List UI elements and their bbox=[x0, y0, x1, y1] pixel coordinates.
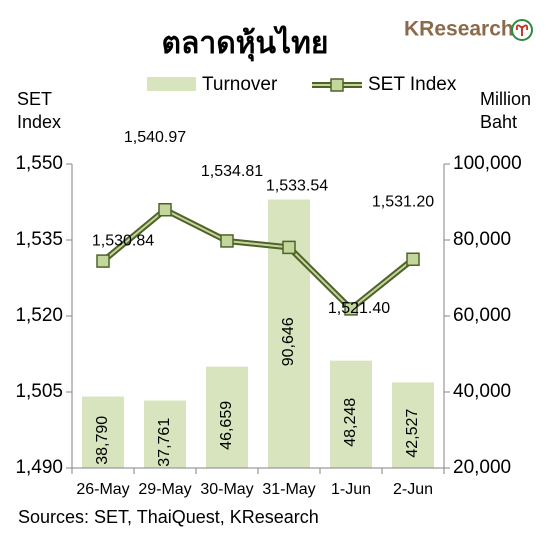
legend-marker bbox=[330, 78, 344, 92]
y-tick-label: 1,520 bbox=[15, 305, 63, 326]
point-value-label: 1,533.54 bbox=[266, 178, 328, 195]
bar-value-label: 37,761 bbox=[156, 418, 173, 467]
bar bbox=[330, 360, 372, 468]
line bbox=[101, 206, 415, 312]
point bbox=[220, 234, 234, 248]
point bbox=[158, 203, 172, 217]
x-tick-label: 31-May bbox=[262, 481, 315, 498]
x-tick-label: 2-Jun bbox=[393, 481, 433, 498]
y2-tick-label: 40,000 bbox=[453, 381, 511, 402]
bar bbox=[82, 396, 124, 468]
point-value-label: 1,530.84 bbox=[92, 232, 154, 249]
x-tick-label: 29-May bbox=[138, 481, 191, 498]
y-tick-label: 1,490 bbox=[15, 457, 63, 478]
y2-tick-label: 20,000 bbox=[453, 457, 511, 478]
bar-value-label: 90,646 bbox=[280, 317, 297, 366]
bar bbox=[206, 366, 248, 468]
point bbox=[344, 302, 358, 316]
bar-value-label: 42,527 bbox=[404, 409, 421, 458]
y2-tick-label: 80,000 bbox=[453, 229, 511, 250]
logo: KResearch bbox=[404, 18, 514, 41]
legend-label: Turnover bbox=[202, 74, 278, 95]
x-tick-label: 26-May bbox=[76, 481, 129, 498]
bar bbox=[144, 400, 186, 468]
bar-value-label: 38,790 bbox=[94, 416, 111, 465]
x-tick-label: 1-Jun bbox=[331, 481, 371, 498]
point-value-label: 1,540.97 bbox=[124, 129, 186, 146]
bar-value-label: 48,248 bbox=[342, 398, 359, 447]
y2-tick-label: 100,000 bbox=[453, 153, 522, 174]
legend-label: SET Index bbox=[368, 74, 457, 95]
y-tick-label: 1,550 bbox=[15, 153, 63, 174]
y-tick-label: 1,505 bbox=[15, 381, 63, 402]
legend-swatch bbox=[147, 77, 196, 91]
y-axis-label: SET Index bbox=[17, 89, 62, 132]
point-value-label: 1,534.81 bbox=[201, 163, 263, 180]
line-inner bbox=[102, 208, 414, 310]
bar-value-label: 46,659 bbox=[218, 401, 235, 450]
y2-axis-label: Million Baht bbox=[480, 89, 532, 132]
chart-title: ตลาดหุ้นไทย bbox=[162, 25, 329, 62]
y2-tick-label: 60,000 bbox=[453, 305, 511, 326]
point-value-label: 1,531.20 bbox=[372, 193, 434, 210]
x-tick-label: 30-May bbox=[200, 481, 253, 498]
point bbox=[282, 240, 296, 255]
bar bbox=[392, 382, 434, 468]
logo-icon bbox=[515, 24, 529, 36]
source: Sources: SET, ThaiQuest, KResearch bbox=[18, 507, 319, 527]
point bbox=[406, 252, 420, 267]
point bbox=[96, 254, 110, 268]
y-tick-label: 1,535 bbox=[15, 229, 63, 250]
point-value-label: 1,521.40 bbox=[328, 300, 390, 317]
